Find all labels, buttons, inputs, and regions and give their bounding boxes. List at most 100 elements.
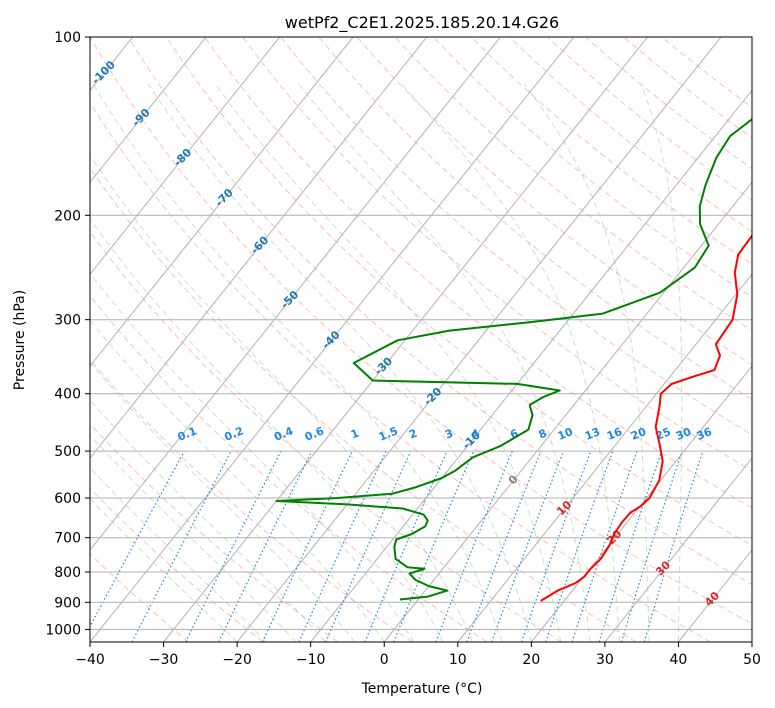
dry-adiabat [90, 166, 637, 642]
dry-adiabat [90, 295, 488, 642]
dry-adiabat [90, 358, 413, 642]
isotherm-line [383, 181, 752, 642]
mixing-ratio-line [491, 450, 565, 642]
mixing-ratio-label: 13 [583, 425, 602, 443]
mixing-ratio-label: 2 [407, 427, 419, 442]
mixing-ratio-label: 30 [674, 425, 693, 443]
dry-adiabat [165, 37, 752, 547]
dry-adiabat [432, 37, 752, 298]
mixing-ratio-label: 1.5 [377, 424, 400, 443]
moist-adiabat [90, 498, 238, 642]
moist-adiabat [92, 83, 503, 642]
temperature-profile-line [540, 234, 752, 602]
dry-adiabat [127, 37, 752, 585]
moist-adiabat [90, 154, 473, 642]
mixing-ratio-label: 8 [537, 427, 549, 442]
y-tick-label: 1000 [45, 622, 81, 638]
dry-adiabat [204, 37, 752, 509]
mixing-ratio-label: 0.6 [303, 424, 326, 443]
mixing-ratio-label: 0.2 [223, 424, 246, 443]
isotherm-label: -80 [171, 146, 194, 169]
mixing-ratio-line [435, 450, 513, 642]
mixing-ratio-line [545, 450, 614, 642]
isotherm-line [90, 37, 501, 551]
dry-adiabat [90, 231, 562, 642]
x-tick-label: 0 [380, 652, 389, 668]
moist-adiabat [90, 218, 444, 642]
mixing-ratio-labels: 0.1 0.2 0.4 0.6 1 1.5 2 3 4 6 8 10 13 16 20 25 30 36 [176, 424, 714, 443]
dry-adiabat [90, 423, 339, 642]
mixing-ratio-line [393, 450, 475, 642]
dewpoint-profile-line [275, 118, 752, 601]
isotherm-line [678, 549, 752, 642]
moist-adiabat [90, 434, 297, 642]
y-tick-label: 900 [54, 595, 81, 611]
pressure-gridlines [90, 37, 752, 630]
isotherm-label: -50 [278, 288, 301, 311]
isotherm-label: 10 [554, 498, 574, 518]
y-tick-label: 300 [54, 313, 81, 329]
moist-adiabat [214, 83, 562, 642]
dry-adiabat [470, 37, 752, 265]
x-tick-label: 50 [743, 652, 761, 668]
mixing-ratio-label: 0.4 [272, 424, 295, 443]
mixing-ratio-line [364, 450, 448, 642]
isotherm-label: 20 [604, 527, 624, 547]
mixing-ratio-label: 1 [349, 427, 361, 442]
moist-adiabat [90, 361, 356, 642]
isotherm-line [457, 273, 752, 642]
x-tick-label: −20 [222, 652, 252, 668]
dry-adiabat [508, 37, 752, 233]
mixing-ratio-label: 3 [443, 427, 455, 442]
y-axis: 100 200 300 400 500 600 700 800 900 1000 [45, 30, 90, 638]
y-tick-label: 800 [54, 565, 81, 581]
profile-series [275, 118, 752, 602]
isotherm-line [90, 37, 575, 642]
dry-adiabat [90, 487, 264, 642]
y-tick-label: 400 [54, 387, 81, 403]
isotherm-line [310, 89, 752, 642]
chart-title: wetPf2_C2E1.2025.185.20.14.G26 [285, 13, 559, 33]
moist-adiabat [640, 83, 683, 642]
background-lines [0, 37, 752, 642]
mixing-ratio-line [643, 450, 704, 642]
isotherm-line [604, 457, 752, 642]
dry-adiabat [356, 37, 752, 366]
mixing-ratio-line [185, 450, 282, 642]
x-tick-label: 30 [596, 652, 614, 668]
mixing-ratio-label: 16 [605, 425, 624, 443]
moist-adiabat [90, 466, 267, 642]
x-axis-label: Temperature (°C) [361, 681, 483, 697]
isotherm-line [0, 37, 59, 642]
isotherm-label: -70 [213, 186, 236, 209]
isotherm-label: -30 [372, 354, 395, 377]
mixing-ratio-line [621, 450, 683, 642]
mixing-ratio-line [298, 450, 387, 642]
y-tick-label: 100 [54, 30, 81, 46]
moist-adiabat [298, 83, 591, 642]
isotherm-label: -20 [421, 385, 444, 408]
isotherm-label: -40 [319, 328, 342, 351]
moist-adiabat [90, 399, 326, 642]
isotherm-line [90, 37, 428, 459]
dry-adiabat [90, 553, 190, 642]
isotherm-line [90, 37, 354, 367]
moist-adiabat [90, 319, 385, 642]
mixing-ratio-line [520, 450, 592, 642]
isotherm-label: 30 [653, 558, 673, 578]
isotherm-line [751, 641, 752, 642]
x-axis: −40 −30 −20 −10 0 10 20 30 40 50 [75, 642, 761, 668]
y-tick-label: 200 [54, 208, 81, 224]
isotherm-label: -100 [89, 58, 118, 87]
y-tick-label: 700 [54, 531, 81, 547]
mixing-ratio-line [571, 450, 638, 642]
isotherm-label: -90 [129, 106, 152, 129]
x-tick-label: 20 [522, 652, 540, 668]
y-tick-label: 500 [54, 444, 81, 460]
plot-frame [89, 36, 753, 643]
mixing-ratio-line [466, 450, 542, 642]
x-tick-label: −30 [149, 652, 179, 668]
mixing-ratio-line [261, 450, 353, 642]
isotherm-line [90, 37, 207, 184]
